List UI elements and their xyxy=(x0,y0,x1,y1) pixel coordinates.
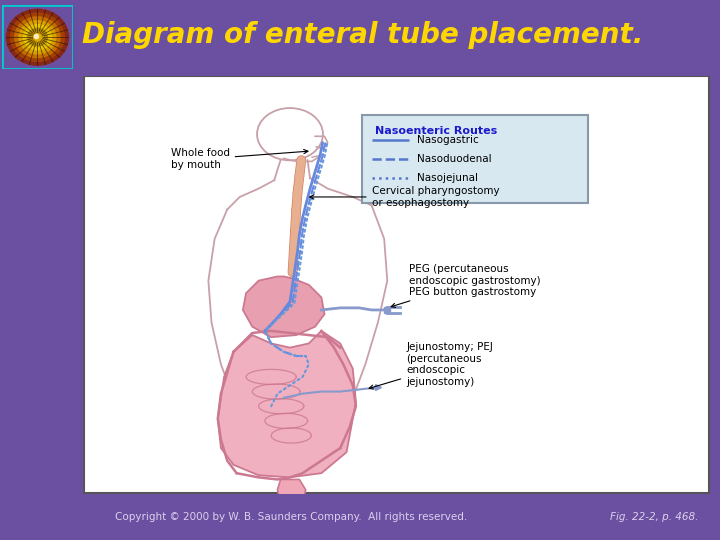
Circle shape xyxy=(30,30,45,44)
Circle shape xyxy=(27,28,48,47)
Circle shape xyxy=(31,31,44,43)
Text: Whole food
by mouth: Whole food by mouth xyxy=(171,148,308,170)
FancyBboxPatch shape xyxy=(84,77,709,493)
Text: Cervical pharyngostomy
or esophagostomy: Cervical pharyngostomy or esophagostomy xyxy=(310,186,499,208)
Polygon shape xyxy=(277,480,306,507)
Circle shape xyxy=(22,24,53,51)
Text: Fig. 22-2, p. 468.: Fig. 22-2, p. 468. xyxy=(610,512,698,522)
Text: Jejunostomy; PEJ
(percutaneous
endoscopic
jejunostomy): Jejunostomy; PEJ (percutaneous endoscopi… xyxy=(369,342,493,389)
Circle shape xyxy=(14,16,60,58)
Text: Copyright © 2000 by W. B. Saunders Company.  All rights reserved.: Copyright © 2000 by W. B. Saunders Compa… xyxy=(115,512,467,522)
Circle shape xyxy=(19,20,56,55)
Text: Nasogastric: Nasogastric xyxy=(417,136,479,145)
FancyBboxPatch shape xyxy=(362,116,588,203)
Circle shape xyxy=(6,9,69,66)
Circle shape xyxy=(10,12,65,62)
Text: Nasoduodenal: Nasoduodenal xyxy=(417,154,492,164)
Polygon shape xyxy=(243,276,325,337)
Text: Nasojejunal: Nasojejunal xyxy=(417,173,478,183)
Text: Diagram of enteral tube placement.: Diagram of enteral tube placement. xyxy=(82,21,643,49)
Polygon shape xyxy=(217,331,356,477)
Text: PEG (percutaneous
endoscopic gastrostomy)
PEG button gastrostomy: PEG (percutaneous endoscopic gastrostomy… xyxy=(391,264,541,307)
Text: Nasoenteric Routes: Nasoenteric Routes xyxy=(374,126,497,136)
